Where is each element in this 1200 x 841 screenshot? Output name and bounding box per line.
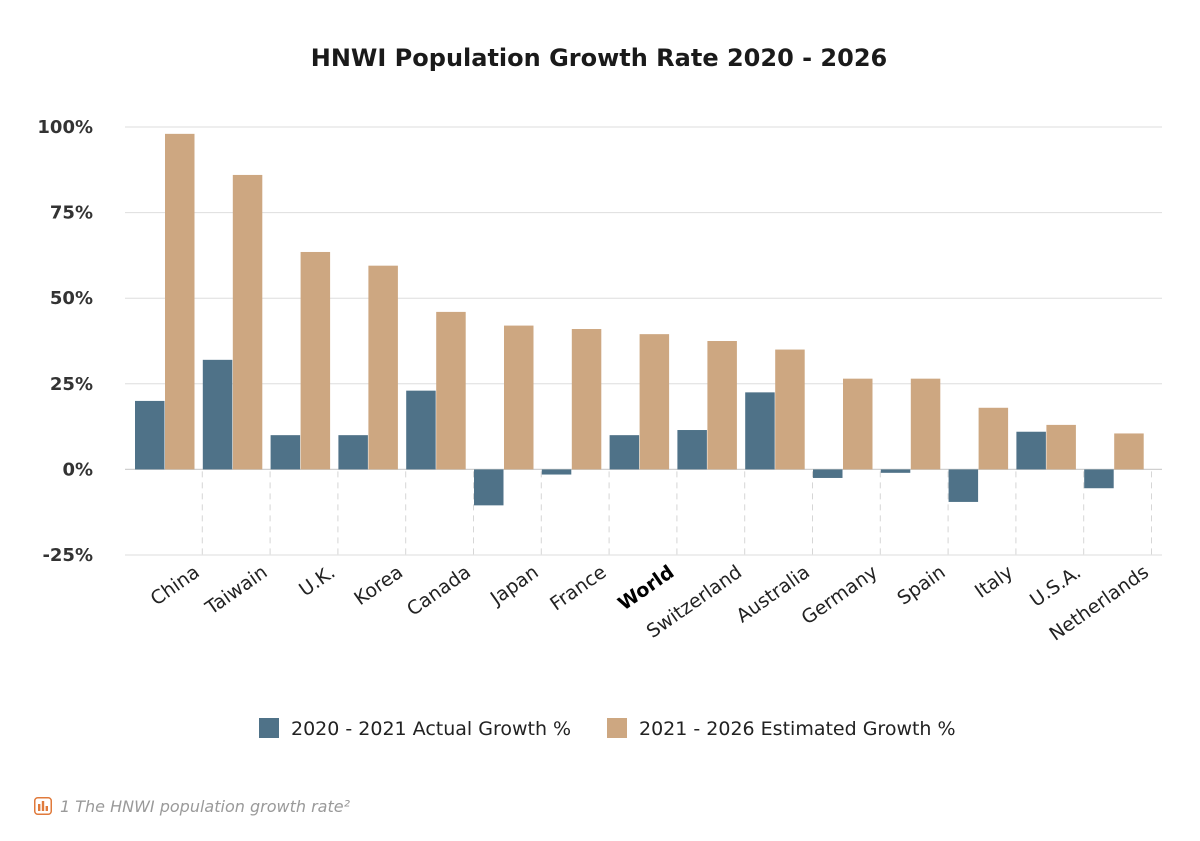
bar-estimated-korea: [368, 265, 398, 470]
bar-estimated-canada: [436, 311, 466, 470]
bar-estimated-china: [165, 133, 195, 470]
bar-actual-canada: [406, 390, 436, 470]
bar-estimated-spain: [910, 378, 941, 470]
bar-estimated-netherlands: [1114, 433, 1144, 470]
bar-actual-australia: [745, 392, 775, 470]
bar-actual-germany: [813, 469, 843, 478]
x-tick-label: Taiwain: [201, 561, 272, 620]
x-tick-label: Canada: [403, 561, 475, 620]
bar-estimated-uk: [300, 251, 331, 470]
y-tick-label: 0%: [62, 459, 93, 480]
bar-estimated-australia: [775, 349, 805, 470]
bars: [135, 133, 1144, 506]
bar-estimated-japan: [504, 325, 534, 470]
chart-title: HNWI Population Growth Rate 2020 - 2026: [311, 44, 887, 72]
bar-actual-switzerland: [677, 430, 707, 470]
x-tick-label: Italy: [971, 561, 1017, 603]
bar-actual-korea: [338, 435, 368, 470]
bar-estimated-world: [639, 334, 670, 470]
legend-swatch-estimated: [607, 718, 627, 738]
y-axis: -25% 0% 25% 50% 75% 100%: [37, 117, 93, 566]
x-tick-label: U.S.A.: [1026, 561, 1085, 612]
bar-estimated-switzerland: [707, 341, 737, 470]
x-tick-label: Japan: [486, 561, 543, 610]
x-tick-label: Spain: [893, 561, 949, 609]
category-separators: [201, 471, 1152, 555]
y-tick-label: -25%: [42, 545, 93, 566]
caption-text: 1 The HNWI population growth rate²: [60, 796, 350, 816]
bar-actual-china: [135, 400, 165, 470]
x-tick-label: Korea: [350, 561, 407, 610]
y-tick-label: 100%: [37, 117, 93, 138]
bar-estimated-germany: [843, 378, 873, 470]
y-tick-label: 50%: [50, 288, 93, 309]
bar-chart-icon: [34, 797, 52, 815]
figure-caption: 1 The HNWI population growth rate²: [34, 795, 350, 817]
legend-swatch-actual: [259, 718, 279, 738]
bar-actual-world: [609, 435, 640, 470]
bar-actual-uk: [270, 435, 301, 470]
bar-actual-taiwain: [202, 359, 233, 470]
bar-actual-netherlands: [1084, 469, 1114, 489]
legend-label-actual: 2020 - 2021 Actual Growth %: [291, 718, 571, 740]
bar-estimated-france: [571, 329, 602, 470]
bar-actual-usa: [1016, 431, 1046, 470]
legend-label-estimated: 2021 - 2026 Estimated Growth %: [639, 718, 956, 740]
bar-actual-france: [541, 469, 572, 475]
x-tick-label: U.K.: [295, 561, 339, 601]
x-tick-label: Germany: [798, 561, 882, 629]
bar-actual-italy: [948, 469, 979, 502]
x-tick-label: France: [546, 561, 610, 615]
bar-estimated-usa: [1046, 424, 1076, 470]
x-tick-label: China: [147, 561, 204, 610]
bar-actual-spain: [880, 469, 911, 473]
y-tick-label: 25%: [50, 374, 93, 395]
bar-estimated-italy: [978, 407, 1009, 470]
bar-actual-japan: [474, 469, 504, 506]
legend: 2020 - 2021 Actual Growth % 2021 - 2026 E…: [259, 718, 956, 740]
y-tick-label: 75%: [50, 203, 93, 224]
bar-estimated-taiwain: [232, 174, 263, 470]
